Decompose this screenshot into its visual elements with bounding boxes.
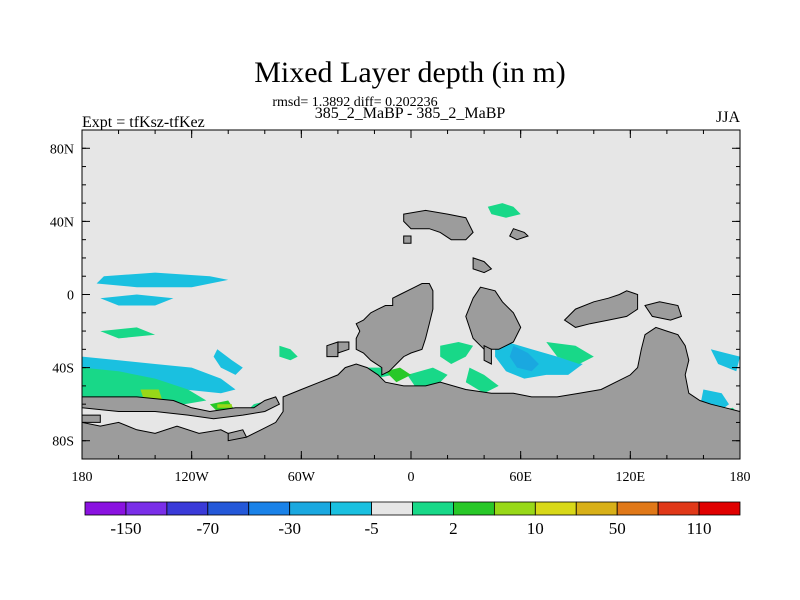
contour-patch	[710, 349, 740, 372]
x-tick-label: 180	[72, 470, 93, 485]
land-mask	[403, 209, 474, 241]
land-mask	[644, 301, 683, 321]
land-mask	[82, 396, 281, 420]
land-mask	[82, 414, 101, 423]
land-mask	[326, 341, 339, 358]
x-tick-label: 120W	[175, 470, 210, 485]
contour-patch	[279, 345, 298, 361]
contour-patch	[217, 404, 232, 408]
land-mask	[483, 344, 492, 365]
colorbar-swatch	[698, 501, 741, 516]
x-tick-label: 0	[408, 470, 415, 485]
contour-patch	[509, 345, 539, 372]
x-tick-label: 180	[730, 470, 751, 485]
colorbar-swatch	[453, 501, 495, 516]
colorbar-swatch	[371, 501, 413, 516]
colorbar-label: 50	[609, 519, 626, 538]
land-mask	[472, 257, 493, 274]
y-axis: 80N 40N 0 40S 80S	[50, 129, 740, 460]
colorbar-swatch	[616, 501, 659, 516]
chart-subtitle: 385_2_MaBP - 385_2_MaBP	[315, 105, 506, 122]
land-mask	[227, 429, 248, 442]
colorbar-label: -30	[278, 519, 301, 538]
colorbar-label: 110	[687, 519, 712, 538]
colorbar-label: -150	[110, 519, 141, 538]
season-label: JJA	[716, 109, 740, 126]
colorbar-swatch	[534, 501, 577, 516]
contour-patch	[440, 342, 474, 364]
land-mask	[509, 228, 529, 241]
colorbar-swatch	[166, 501, 209, 516]
y-tick-label: 0	[67, 289, 74, 304]
colorbar-swatch	[575, 501, 618, 516]
land-mask-layer	[82, 209, 740, 459]
colorbar-swatch	[207, 501, 250, 516]
colorbar-swatch	[248, 501, 291, 516]
land-mask	[355, 283, 434, 376]
colorbar: -150 -70 -30 -5 2 10 50 110	[84, 501, 741, 538]
contour-patch	[100, 294, 174, 306]
colorbar-swatch	[657, 501, 700, 516]
y-tick-label: 80N	[50, 142, 74, 157]
contour-patch	[546, 342, 594, 364]
land-mask	[563, 290, 639, 328]
land-mask	[465, 286, 522, 350]
contour-patch	[385, 367, 411, 383]
contour-patch	[487, 203, 521, 218]
x-tick-label: 60E	[509, 470, 532, 485]
colorbar-label: 10	[527, 519, 544, 538]
land-mask	[82, 326, 740, 459]
stats-line: rmsd= 1.3892 diff= 0.202236	[272, 95, 437, 110]
colorbar-swatch	[412, 501, 454, 516]
contour-patch	[465, 367, 499, 394]
y-tick-label: 40N	[50, 215, 74, 230]
y-tick-label: 40S	[52, 362, 74, 377]
x-tick-label: 60W	[288, 470, 316, 485]
contour-patch	[407, 367, 448, 386]
x-tick-label: 120E	[616, 470, 646, 485]
colorbar-swatch	[289, 501, 332, 516]
colorbar-swatch	[493, 501, 536, 516]
colorbar-label: 2	[449, 519, 458, 538]
colorbar-swatch	[84, 501, 127, 516]
chart-title: Mixed Layer depth (in m)	[254, 56, 566, 89]
contour-patch	[100, 327, 156, 339]
contour-patch	[96, 272, 229, 288]
colorbar-label: -5	[365, 519, 379, 538]
colorbar-swatch	[125, 501, 168, 516]
experiment-label: Expt = tfKsz-tfKez	[82, 114, 205, 131]
land-mask	[403, 235, 412, 244]
y-tick-label: 80S	[52, 435, 74, 450]
colorbar-swatch	[330, 501, 372, 516]
contour-patch	[213, 349, 243, 375]
contour-patch	[82, 367, 207, 405]
x-axis: 180 120W 60W 0 60E 120E 180	[72, 130, 751, 485]
colorbar-label: -70	[196, 519, 219, 538]
